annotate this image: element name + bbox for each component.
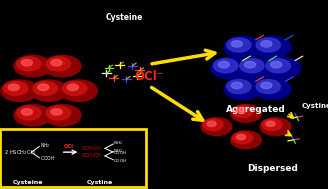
- FancyBboxPatch shape: [0, 129, 146, 187]
- Circle shape: [237, 57, 275, 79]
- Circle shape: [236, 108, 246, 113]
- Circle shape: [21, 109, 32, 115]
- Circle shape: [261, 82, 272, 89]
- Circle shape: [46, 57, 71, 71]
- Circle shape: [262, 119, 282, 131]
- Text: Cystine: Cystine: [302, 103, 328, 109]
- Circle shape: [254, 36, 291, 58]
- Circle shape: [244, 61, 256, 68]
- Text: Aggregated: Aggregated: [226, 105, 286, 114]
- Circle shape: [231, 131, 261, 149]
- Circle shape: [231, 105, 261, 122]
- Circle shape: [227, 80, 251, 94]
- Circle shape: [256, 38, 280, 52]
- Text: $\mathdefault{COOH}$: $\mathdefault{COOH}$: [113, 156, 128, 164]
- Circle shape: [33, 81, 57, 95]
- Circle shape: [256, 80, 280, 94]
- Circle shape: [233, 106, 253, 117]
- Circle shape: [227, 38, 251, 52]
- Circle shape: [44, 105, 81, 126]
- Circle shape: [260, 118, 291, 136]
- Circle shape: [1, 80, 38, 101]
- Circle shape: [271, 61, 282, 68]
- Circle shape: [211, 57, 248, 79]
- Circle shape: [63, 81, 87, 95]
- Text: Dispersed: Dispersed: [247, 164, 298, 173]
- Circle shape: [38, 84, 49, 91]
- Circle shape: [224, 36, 261, 58]
- Circle shape: [31, 80, 68, 101]
- Circle shape: [233, 132, 253, 144]
- Circle shape: [203, 119, 223, 131]
- Circle shape: [51, 109, 62, 115]
- Circle shape: [201, 118, 232, 136]
- Circle shape: [254, 78, 291, 100]
- Circle shape: [8, 84, 19, 91]
- Text: AuNPs: AuNPs: [31, 141, 67, 150]
- Text: $\mathdefault{NH_2}$: $\mathdefault{NH_2}$: [40, 141, 51, 150]
- Text: $\mathdefault{SCH_2CH}$: $\mathdefault{SCH_2CH}$: [81, 151, 103, 160]
- Circle shape: [46, 106, 71, 120]
- Text: OCl⁻: OCl⁻: [64, 144, 77, 149]
- Circle shape: [263, 57, 301, 79]
- Circle shape: [44, 55, 81, 77]
- Circle shape: [266, 121, 275, 126]
- Circle shape: [207, 121, 216, 126]
- Text: 2 HS$\mathdefault{CH_2CH}$: 2 HS$\mathdefault{CH_2CH}$: [4, 148, 35, 157]
- Circle shape: [17, 106, 41, 120]
- Circle shape: [240, 59, 264, 73]
- Circle shape: [214, 59, 238, 73]
- Circle shape: [17, 57, 41, 71]
- Circle shape: [231, 41, 242, 47]
- Circle shape: [4, 81, 28, 95]
- Circle shape: [67, 84, 78, 91]
- Circle shape: [261, 41, 272, 47]
- Circle shape: [14, 55, 51, 77]
- Circle shape: [14, 105, 51, 126]
- Circle shape: [236, 134, 246, 140]
- Text: $\mathdefault{NH_2}$: $\mathdefault{NH_2}$: [113, 147, 123, 155]
- Circle shape: [224, 78, 261, 100]
- Text: OCl⁻: OCl⁻: [135, 70, 164, 83]
- Text: Cystine: Cystine: [87, 180, 113, 185]
- Text: Cysteine: Cysteine: [13, 180, 43, 185]
- Circle shape: [218, 61, 229, 68]
- Text: $\mathdefault{SCH_2CH}$: $\mathdefault{SCH_2CH}$: [81, 144, 103, 153]
- Circle shape: [51, 60, 62, 66]
- Text: $\mathdefault{COOH}$: $\mathdefault{COOH}$: [113, 149, 128, 156]
- Circle shape: [231, 82, 242, 89]
- Text: $\mathdefault{NH_2}$: $\mathdefault{NH_2}$: [113, 140, 123, 147]
- Text: Cysteine: Cysteine: [106, 12, 143, 22]
- Circle shape: [266, 59, 290, 73]
- Circle shape: [60, 80, 97, 101]
- Text: $\mathdefault{COOH}$: $\mathdefault{COOH}$: [40, 154, 55, 162]
- Circle shape: [21, 60, 32, 66]
